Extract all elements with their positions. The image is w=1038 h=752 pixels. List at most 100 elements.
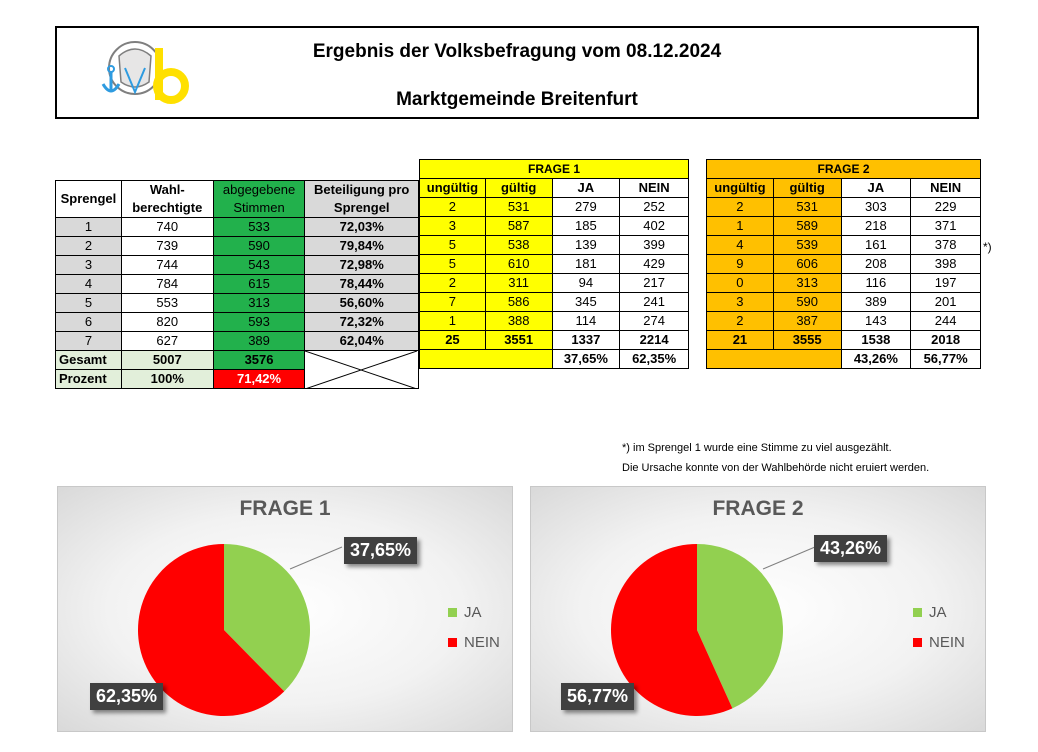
legend-swatch-nein <box>448 637 457 647</box>
cell-gueltig: 539 <box>772 235 842 255</box>
footnote-line-2: Die Ursache konnte von der Wahlbehörde n… <box>622 462 930 474</box>
cell-ja: 114 <box>551 311 621 331</box>
frage2-prozent-ja: 43,26% <box>840 349 912 369</box>
cell-nein: 244 <box>910 311 981 331</box>
pie-svg <box>137 544 343 716</box>
table-frage2: FRAGE 2 ungültig gültig JA NEIN 2 531 303 2… <box>706 159 981 369</box>
cell-ja: 143 <box>840 311 912 331</box>
table-sprengel: Sprengel Wahl- berechtigte abgegebene St… <box>55 180 419 389</box>
data-label-ja: 43,26% <box>814 535 888 562</box>
cell-beteiligung: 72,03% <box>304 217 419 237</box>
leader-line <box>762 546 816 570</box>
cell-ungueltig: 0 <box>706 273 774 293</box>
cell-wahlberechtigte: 740 <box>120 217 214 237</box>
page-subtitle: Marktgemeinde Breitenfurt <box>396 89 638 110</box>
frage2-gesamt-nein: 2018 <box>910 330 981 350</box>
gesamt-abgegebene: 3576 <box>212 350 306 370</box>
cell-ja: 345 <box>551 292 621 312</box>
table-row: 2 739 590 79,84% <box>55 236 419 256</box>
cell-beteiligung: 79,84% <box>304 236 419 256</box>
frage2-title: FRAGE 2 <box>706 159 981 179</box>
cell-nein: 371 <box>910 216 981 236</box>
table-row: 0 313 116 197 <box>706 273 981 293</box>
cell-abgegebene: 533 <box>212 217 306 237</box>
footnote-line-1: *) im Sprengel 1 wurde eine Stimme zu vi… <box>622 442 892 454</box>
cell-ungueltig: 1 <box>706 216 774 236</box>
frage1-prozent-nein: 62,35% <box>619 349 689 369</box>
data-label-nein: 56,77% <box>561 683 635 710</box>
gesamt-wahlberechtigte: 5007 <box>120 350 214 370</box>
cell-nein: 378 <box>910 235 981 255</box>
chart-frage2: FRAGE 2 43,26% 56,77% JA NEIN <box>530 486 986 732</box>
cell-abgegebene: 543 <box>212 255 306 275</box>
cell-gueltig: 538 <box>484 235 553 255</box>
cell-beteiligung: 72,32% <box>304 312 419 332</box>
cell-gueltig: 313 <box>772 273 842 293</box>
prozent-wahlberechtigte: 100% <box>120 369 214 389</box>
cell-ungueltig: 4 <box>706 235 774 255</box>
cell-sprengel: 5 <box>55 293 122 313</box>
cell-nein: 252 <box>619 197 689 217</box>
cell-gueltig: 587 <box>484 216 553 236</box>
col-header-sprengel: Sprengel <box>55 180 122 218</box>
footnote: *) im Sprengel 1 wurde eine Stimme zu vi… <box>622 438 929 478</box>
legend-swatch-ja <box>913 607 922 617</box>
cell-gueltig: 531 <box>772 197 842 217</box>
cell-nein: 197 <box>910 273 981 293</box>
cell-ja: 218 <box>840 216 912 236</box>
footnote-mark: *) <box>983 240 992 254</box>
cell-sprengel: 1 <box>55 217 122 237</box>
cell-nein: 399 <box>619 235 689 255</box>
table-row: 6 820 593 72,32% <box>55 312 419 332</box>
frage2-header-gueltig: gültig <box>772 178 842 198</box>
cell-nein: 241 <box>619 292 689 312</box>
col-header-beteiligung: Beteiligung pro Sprengel <box>304 180 419 218</box>
prozent-abgegebene: 71,42% <box>212 369 306 389</box>
pie-slice-nein <box>137 544 285 716</box>
legend: JA NEIN <box>913 597 965 657</box>
cell-ungueltig: 3 <box>419 216 486 236</box>
frage1-gesamt-gueltig: 3551 <box>484 330 553 350</box>
cell-wahlberechtigte: 744 <box>120 255 214 275</box>
legend-item-nein: NEIN <box>448 627 500 657</box>
frage2-header-ungueltig: ungültig <box>706 178 774 198</box>
frage2-prozent-empty <box>706 349 842 369</box>
data-label-ja: 37,65% <box>344 537 418 564</box>
cell-ungueltig: 7 <box>419 292 486 312</box>
cell-sprengel: 2 <box>55 236 122 256</box>
cell-wahlberechtigte: 820 <box>120 312 214 332</box>
cell-nein: 217 <box>619 273 689 293</box>
legend-item-ja: JA <box>913 597 965 627</box>
cell-ja: 161 <box>840 235 912 255</box>
pie-svg <box>611 544 816 716</box>
cell-ungueltig: 2 <box>706 311 774 331</box>
table-row: 7 586 345 241 <box>419 292 689 312</box>
table-row: 2 531 279 252 <box>419 197 689 217</box>
cell-wahlberechtigte: 627 <box>120 331 214 351</box>
cell-ungueltig: 9 <box>706 254 774 274</box>
chart-frage1: FRAGE 1 37,65% 62,35% JA NEIN <box>57 486 513 732</box>
cell-nein: 274 <box>619 311 689 331</box>
frage1-prozent-ja: 37,65% <box>551 349 621 369</box>
cell-sprengel: 6 <box>55 312 122 332</box>
prozent-label: Prozent <box>55 369 122 389</box>
cell-ungueltig: 2 <box>419 273 486 293</box>
pie-slice-ja <box>697 544 784 709</box>
cell-abgegebene: 389 <box>212 331 306 351</box>
col-header-wahlberechtigte: Wahl- berechtigte <box>120 180 214 218</box>
cell-ja: 208 <box>840 254 912 274</box>
frage1-gesamt-ungueltig: 25 <box>419 330 486 350</box>
gesamt-label: Gesamt <box>55 350 122 370</box>
legend-swatch-nein <box>913 637 922 647</box>
col-header-abgegebene: abgegebene Stimmen <box>212 180 306 218</box>
table-row: 1 388 114 274 <box>419 311 689 331</box>
cell-ja: 181 <box>551 254 621 274</box>
frage2-gesamt-ungueltig: 21 <box>706 330 774 350</box>
cell-ja: 303 <box>840 197 912 217</box>
chart-title: FRAGE 1 <box>239 497 331 520</box>
pie-slice-nein <box>611 544 733 716</box>
cell-beteiligung: 62,04% <box>304 331 419 351</box>
frage1-header-nein: NEIN <box>619 178 689 198</box>
frage1-prozent-empty <box>419 349 553 369</box>
cell-nein: 398 <box>910 254 981 274</box>
